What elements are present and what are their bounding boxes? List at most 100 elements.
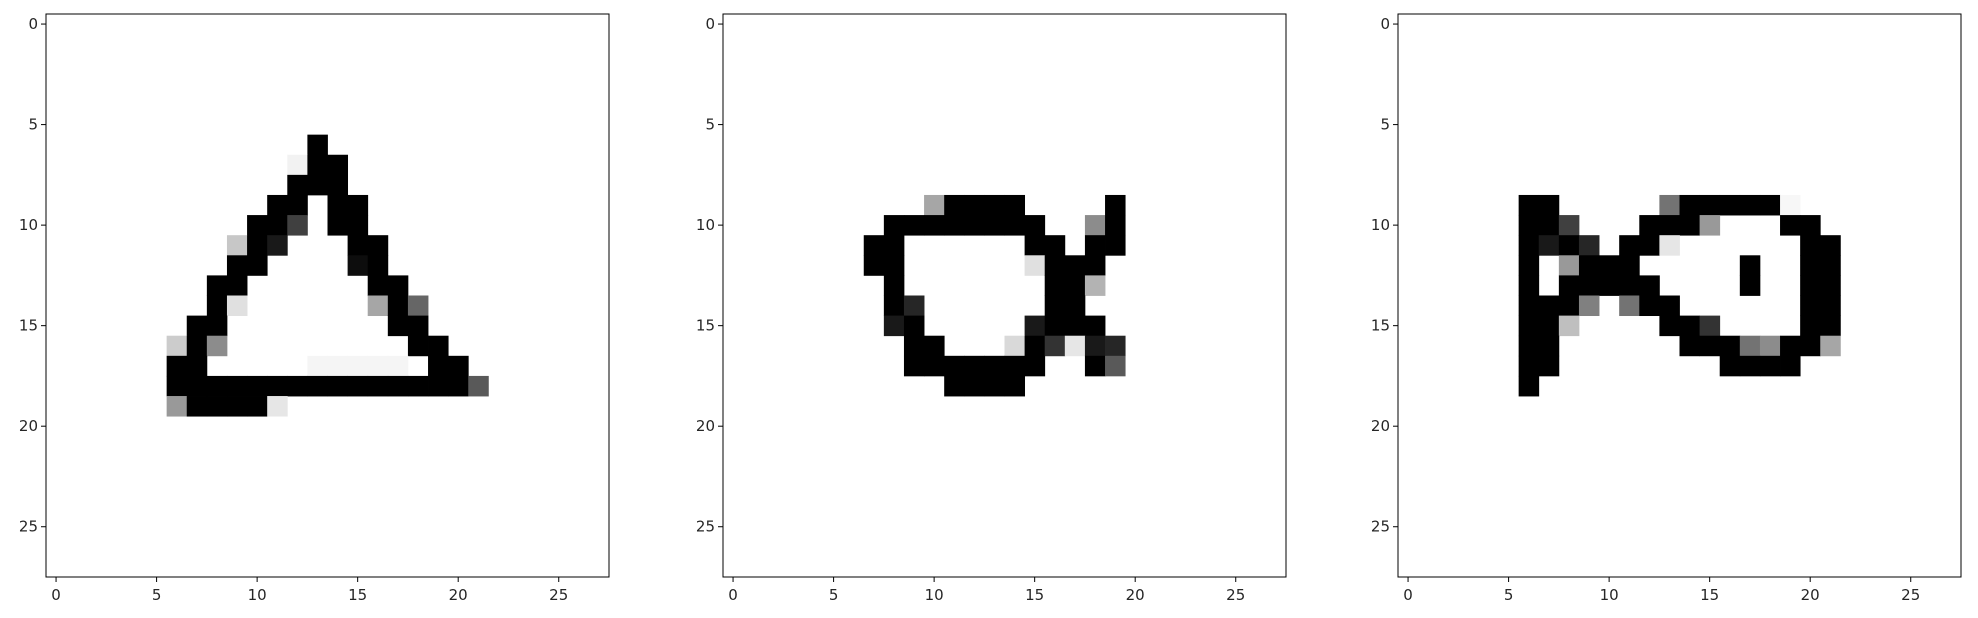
pixel-cell bbox=[347, 355, 369, 377]
pixel-cell bbox=[1699, 315, 1721, 337]
pixel-cell bbox=[1064, 275, 1086, 296]
pixel-cell bbox=[1800, 335, 1821, 357]
pixel-cell bbox=[307, 375, 328, 397]
pixel-cell bbox=[166, 375, 188, 397]
pixel-cell bbox=[1518, 194, 1540, 216]
pixel-cell bbox=[327, 194, 349, 216]
pixel-cell bbox=[1538, 295, 1560, 317]
pixel-cell bbox=[1024, 335, 1046, 357]
pixel-cell bbox=[327, 174, 349, 196]
pixel-cell bbox=[428, 335, 449, 357]
pixel-cell bbox=[1518, 215, 1540, 236]
pixel-cell bbox=[903, 295, 925, 317]
pixel-cell bbox=[1820, 255, 1841, 276]
pixel-cell bbox=[924, 215, 945, 236]
pixel-cell bbox=[206, 315, 228, 337]
pixel-cell bbox=[903, 355, 925, 377]
pixel-cell bbox=[1558, 235, 1580, 256]
y-tick-label: 5 bbox=[28, 116, 38, 134]
x-tick-label: 10 bbox=[1600, 586, 1619, 604]
x-tick-label: 25 bbox=[1226, 586, 1245, 604]
pixel-cell bbox=[944, 215, 965, 236]
pixel-cell bbox=[1659, 235, 1680, 256]
pixel-cell bbox=[448, 355, 469, 377]
pixel-cell bbox=[1084, 235, 1106, 256]
pixel-cell bbox=[1739, 355, 1761, 377]
pixel-cell bbox=[1739, 335, 1761, 357]
pixel-cell bbox=[1800, 315, 1821, 337]
pixel-cell bbox=[206, 275, 228, 296]
pixel-cell bbox=[327, 215, 349, 236]
pixel-cell bbox=[347, 215, 369, 236]
pixel-cell bbox=[1518, 235, 1540, 256]
pixel-cell bbox=[1105, 194, 1126, 216]
pixel-cell bbox=[1044, 235, 1066, 256]
pixel-cell bbox=[924, 194, 945, 216]
pixel-cell bbox=[1105, 235, 1126, 256]
pixel-cell bbox=[1084, 275, 1106, 296]
pixel-cell bbox=[428, 375, 449, 397]
pixel-cell bbox=[1699, 215, 1721, 236]
pixel-cell bbox=[903, 315, 925, 337]
pixel-cell bbox=[1800, 215, 1821, 236]
pixel-cell bbox=[1044, 295, 1066, 317]
pixel-cell bbox=[883, 295, 905, 317]
pixel-cell bbox=[883, 315, 905, 337]
pixel-cell bbox=[924, 335, 945, 357]
pixel-cell bbox=[1064, 335, 1086, 357]
pixel-cell bbox=[1004, 375, 1026, 397]
x-tick-label: 5 bbox=[829, 586, 839, 604]
pixel-cell bbox=[1024, 235, 1046, 256]
pixel-cell bbox=[1024, 315, 1046, 337]
axes-frame bbox=[722, 13, 1287, 578]
x-tick-label: 25 bbox=[549, 586, 568, 604]
pixel-cell bbox=[1599, 275, 1620, 296]
pixel-cell bbox=[1084, 315, 1106, 337]
pixel-cell bbox=[944, 194, 965, 216]
pixel-cell bbox=[1599, 255, 1620, 276]
pixel-cell bbox=[407, 295, 429, 317]
pixel-cell bbox=[287, 375, 308, 397]
pixel-cell bbox=[1659, 194, 1680, 216]
pixel-cell bbox=[247, 396, 268, 417]
pixel-cell bbox=[1558, 275, 1580, 296]
pixel-cell bbox=[1044, 255, 1066, 276]
image-panel-3: 0 5 10 15 20 25 0 5 10 15 20 25 bbox=[1371, 13, 1962, 604]
y-tick-label: 15 bbox=[696, 317, 715, 335]
pixel-cell bbox=[1820, 275, 1841, 296]
pixel-cell bbox=[347, 375, 369, 397]
pixel-cell bbox=[1739, 194, 1761, 216]
pixel-cell bbox=[1739, 275, 1761, 296]
pixel-cell bbox=[1639, 215, 1660, 236]
pixel-cell bbox=[1044, 315, 1066, 337]
pixel-cell bbox=[1619, 255, 1640, 276]
pixel-cell bbox=[1558, 315, 1580, 337]
pixel-cell bbox=[1538, 235, 1560, 256]
pixel-cell bbox=[1064, 315, 1086, 337]
pixel-cell bbox=[1820, 235, 1841, 256]
y-tick-label: 20 bbox=[19, 417, 38, 435]
y-tick-label: 25 bbox=[696, 518, 715, 536]
pixel-cell bbox=[367, 255, 389, 276]
pixel-cell bbox=[367, 375, 389, 397]
pixel-cell bbox=[166, 396, 188, 417]
pixel-cell bbox=[1659, 215, 1680, 236]
image-panel-2: 0 5 10 15 20 25 0 5 10 15 20 25 bbox=[696, 13, 1287, 604]
pixel-cell bbox=[347, 255, 369, 276]
pixel-cell bbox=[903, 335, 925, 357]
pixel-cell bbox=[387, 295, 409, 317]
y-tick-label: 15 bbox=[19, 317, 38, 335]
y-tick-label: 0 bbox=[1380, 15, 1390, 33]
pixel-cell bbox=[1105, 355, 1126, 377]
x-tick-label: 15 bbox=[1025, 586, 1044, 604]
pixel-cell bbox=[1800, 275, 1821, 296]
pixel-cell bbox=[1780, 335, 1801, 357]
pixel-cell bbox=[347, 194, 369, 216]
pixel-cell bbox=[287, 215, 308, 236]
x-tick-label: 20 bbox=[1126, 586, 1145, 604]
image-background bbox=[723, 14, 1286, 577]
pixel-cell bbox=[984, 375, 1005, 397]
pixel-cell bbox=[1679, 194, 1701, 216]
y-tick-label: 15 bbox=[1371, 317, 1390, 335]
